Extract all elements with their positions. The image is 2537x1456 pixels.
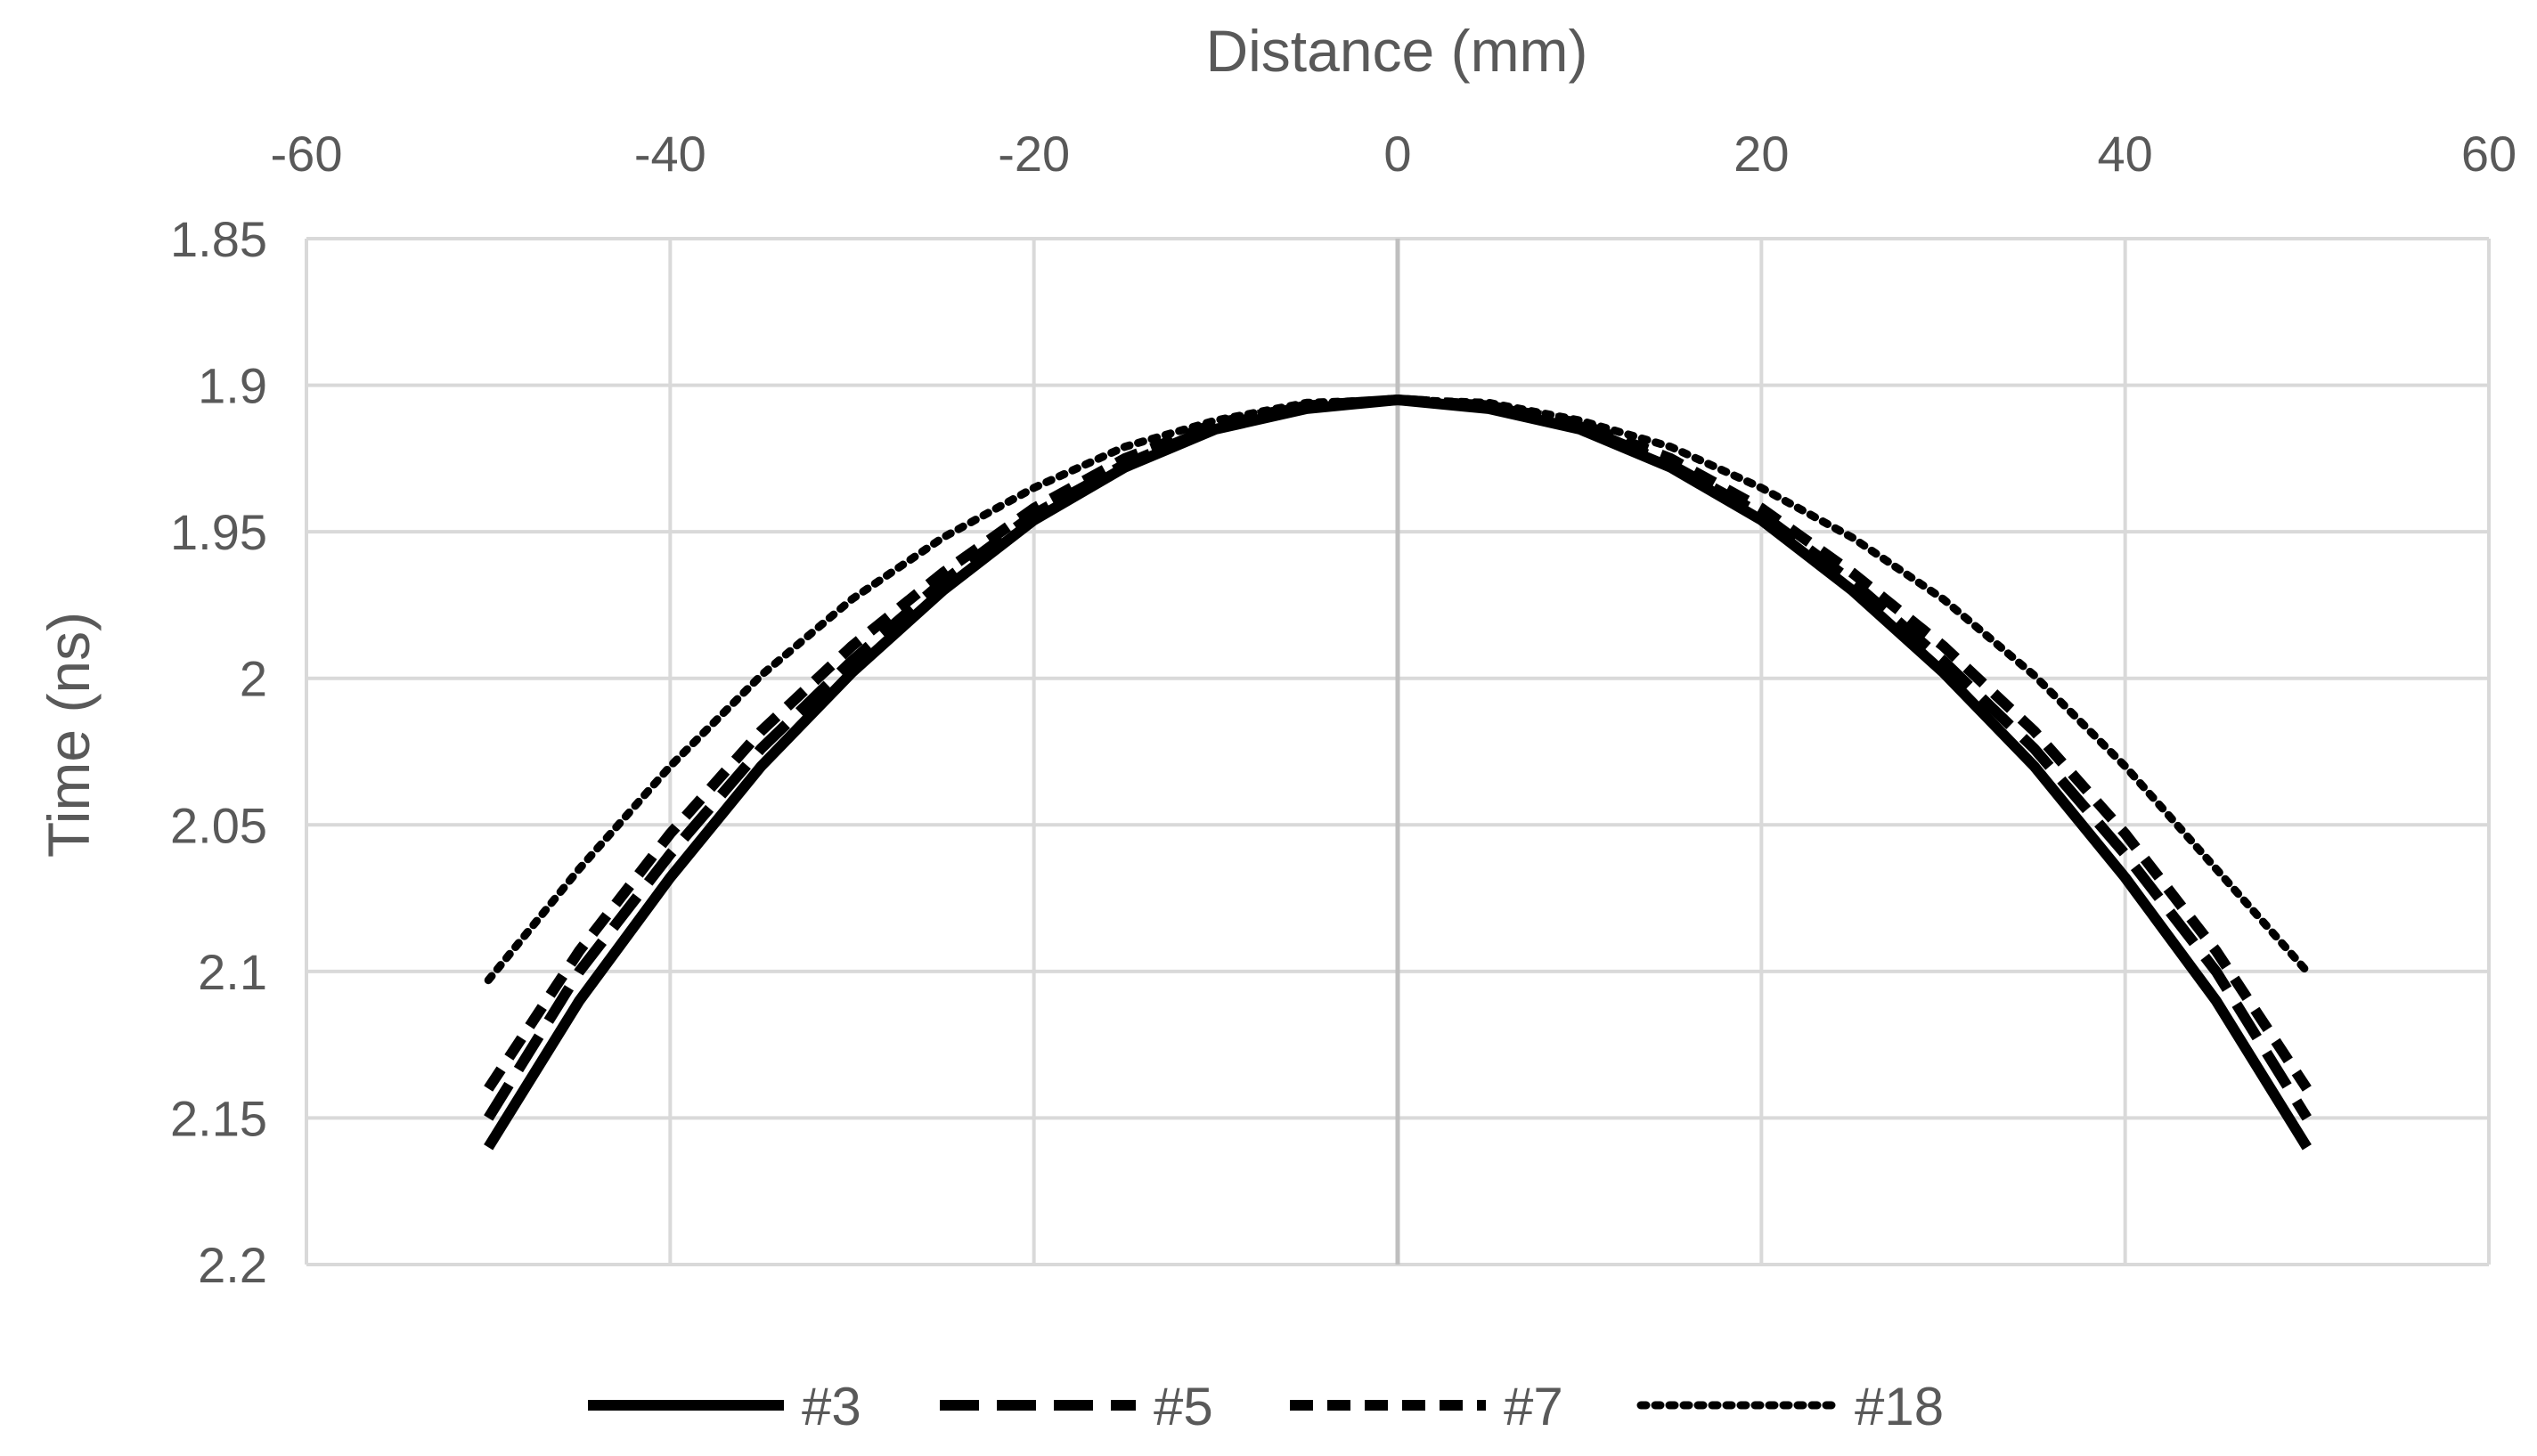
x-tick-label: 40: [2098, 126, 2153, 182]
gridlines: [305, 237, 2491, 1266]
legend-label-18: #18: [1855, 1377, 1944, 1436]
series-line-7: [484, 395, 2312, 1092]
legend-label-5: #5: [1154, 1377, 1213, 1436]
tick-labels: 1.85 1.9 1.95 2 2.05 2.1 2.15 2.2 -60 -40 -20 0 20 40…: [170, 126, 2517, 1293]
legend: #3 #5 #7 #18: [588, 1377, 1944, 1436]
y-axis-title: Time (ns): [36, 612, 102, 858]
y-tick-label: 2.15: [170, 1090, 267, 1146]
y-tick-label: 1.85: [170, 211, 267, 267]
legend-label-3: #3: [802, 1377, 861, 1436]
series-lines: [484, 395, 2312, 1151]
series-line-18: [484, 395, 2312, 985]
legend-label-7: #7: [1504, 1377, 1563, 1436]
x-tick-label: 0: [1383, 126, 1411, 182]
x-tick-label: -40: [634, 126, 706, 182]
y-tick-label: 2.1: [198, 944, 267, 1000]
y-tick-label: 1.9: [198, 358, 267, 414]
y-tick-label: 2: [240, 651, 267, 707]
y-tick-label: 2.05: [170, 797, 267, 853]
x-tick-label: -60: [271, 126, 343, 182]
y-tick-label: 2.2: [198, 1237, 267, 1293]
x-tick-label: -20: [998, 126, 1070, 182]
x-tick-label: 60: [2461, 126, 2517, 182]
y-tick-label: 1.95: [170, 504, 267, 560]
x-axis-title: Distance (mm): [1205, 18, 1587, 84]
x-tick-label: 20: [1733, 126, 1789, 182]
